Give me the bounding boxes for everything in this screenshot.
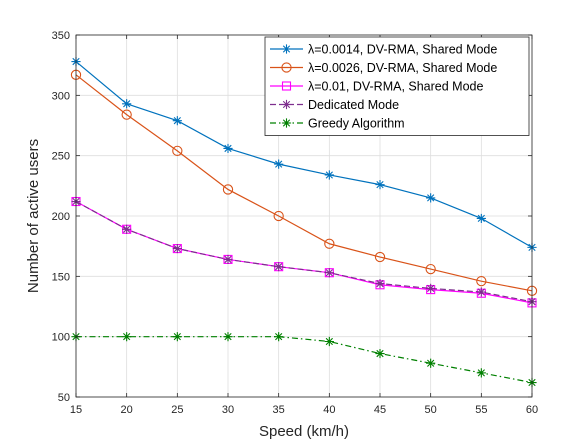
series-line (76, 336, 533, 384)
data-point (172, 243, 182, 254)
legend-marker (281, 118, 292, 128)
data-point (426, 358, 436, 368)
series-layer (70, 56, 538, 388)
data-point (121, 109, 132, 120)
data-point (324, 336, 334, 347)
legend-box (264, 36, 530, 136)
data-point (426, 193, 436, 203)
data-point (476, 368, 486, 378)
y-tick-label: 50 (58, 392, 70, 404)
legend-item: λ=0.01, DV-RMA, Shared Mode (270, 80, 483, 94)
data-point (172, 332, 182, 342)
series-line (75, 61, 533, 248)
legend-item: Dedicated Mode (270, 98, 399, 112)
series-5 (71, 332, 537, 388)
data-point (223, 254, 233, 265)
legend-marker (281, 99, 292, 110)
data-point (172, 145, 183, 156)
legend: λ=0.0014, DV-RMA, Shared Mode λ=0.0026, D… (264, 36, 530, 136)
legend-label: λ=0.0026, DV-RMA, Shared Mode (308, 61, 497, 75)
series-line (75, 200, 533, 303)
data-point (375, 348, 385, 359)
data-point (324, 268, 334, 278)
data-point (374, 251, 386, 263)
legend-marker (281, 81, 292, 91)
data-point (375, 278, 385, 289)
data-point (426, 283, 436, 293)
data-point (476, 287, 486, 297)
y-tick-label: 100 (52, 332, 70, 344)
y-tick-label: 200 (52, 211, 70, 223)
legend-label: λ=0.0014, DV-RMA, Shared Mode (308, 43, 497, 57)
data-point (324, 238, 335, 249)
legend-label: λ=0.01, DV-RMA, Shared Mode (308, 80, 483, 94)
x-tick-label: 30 (222, 404, 234, 416)
data-point (375, 180, 385, 190)
data-point (476, 213, 486, 224)
legend-label: Dedicated Mode (308, 98, 399, 112)
x-tick-label: 15 (70, 404, 82, 416)
x-tick-label: 45 (374, 404, 386, 416)
data-point (122, 332, 132, 342)
legend-marker (281, 44, 292, 54)
legend-item: λ=0.0014, DV-RMA, Shared Mode (270, 43, 497, 57)
data-point (425, 263, 436, 275)
y-tick-label: 150 (52, 271, 70, 283)
x-tick-label: 50 (425, 404, 437, 416)
data-point (324, 170, 334, 180)
tick-labels: 15 20 25 30 35 40 45 50 55 60 50 100 150 200 250 300 350 (52, 30, 538, 416)
data-point (223, 143, 233, 154)
y-tick-label: 350 (52, 30, 70, 42)
y-axis-label: Number of active users (25, 139, 42, 293)
legend-marker (281, 62, 292, 73)
x-tick-label: 20 (121, 404, 133, 416)
data-point (274, 332, 284, 342)
series-2 (70, 69, 538, 296)
legend-label: Greedy Algorithm (308, 117, 405, 131)
data-point (122, 99, 132, 109)
data-point (476, 276, 487, 287)
data-point (172, 116, 182, 126)
legend-item: Greedy Algorithm (270, 117, 405, 131)
x-tick-label: 60 (526, 404, 538, 416)
data-point (274, 262, 284, 272)
x-tick-label: 35 (273, 404, 285, 416)
x-tick-label: 55 (475, 404, 487, 416)
data-point (273, 210, 284, 222)
series-line (75, 74, 533, 292)
data-point (222, 184, 234, 195)
x-axis-label: Speed (km/h) (259, 423, 349, 440)
y-tick-label: 300 (52, 90, 70, 102)
data-point (274, 159, 284, 169)
y-tick-label: 250 (52, 151, 70, 163)
x-tick-label: 40 (323, 404, 335, 416)
data-point (122, 224, 132, 234)
data-point (223, 332, 233, 342)
x-tick-label: 25 (171, 404, 183, 416)
legend-item: λ=0.0026, DV-RMA, Shared Mode (270, 61, 497, 75)
